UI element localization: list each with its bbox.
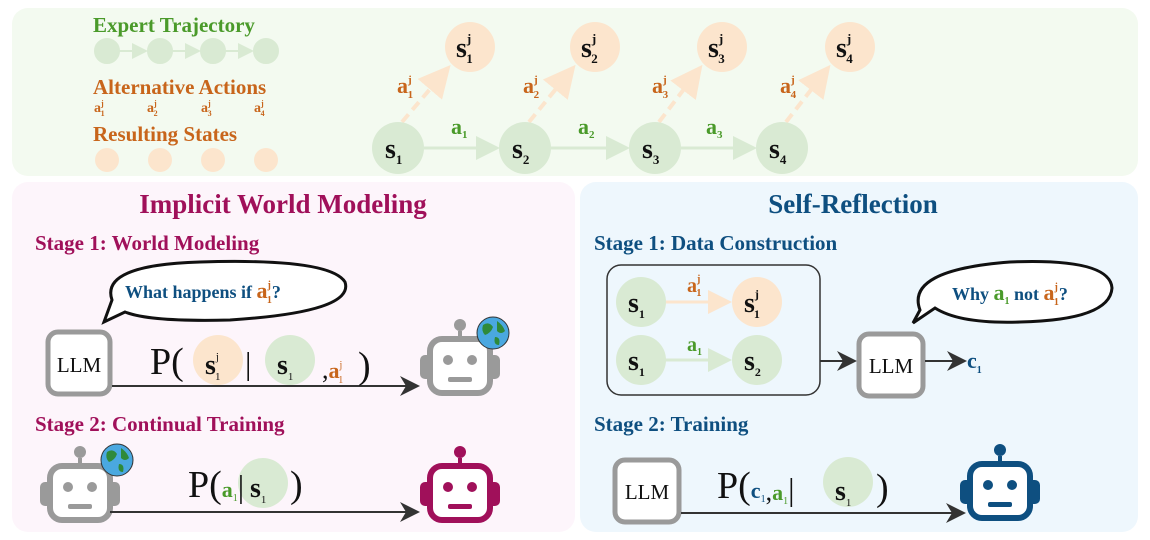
state-s1: s1 bbox=[385, 134, 402, 167]
legend: Expert Trajectory Alternative Actions aj… bbox=[93, 13, 279, 172]
stage1-heading: Stage 1: Data Construction bbox=[594, 231, 838, 255]
svg-text:LLM: LLM bbox=[869, 354, 914, 378]
svg-text:sj1: sj 1 bbox=[744, 287, 760, 321]
robot-icon bbox=[960, 444, 1040, 521]
svg-text:aj1: aj 1 bbox=[687, 274, 701, 299]
panel-title: Implicit World Modeling bbox=[139, 189, 427, 219]
action-a1: a1 bbox=[451, 114, 468, 141]
stage2-heading: Stage 2: Training bbox=[594, 412, 749, 436]
svg-text:LLM: LLM bbox=[625, 480, 670, 504]
svg-text:s1: s1 bbox=[628, 346, 645, 379]
legend-alt-action: aj 4 bbox=[254, 99, 265, 118]
expert-trajectory-chain: s1 s2 s3 s4 sj 1 sj 2 sj 3 sj 4 a1 a2 a3 aj 1… bbox=[372, 22, 875, 174]
alt-state-s4j: sj 4 bbox=[836, 31, 853, 66]
stage1-heading: Stage 1: World Modeling bbox=[35, 231, 260, 255]
svg-text:What happens if aj1?: What happens if aj 1? bbox=[125, 278, 281, 306]
svg-text:a1: a1 bbox=[687, 334, 702, 358]
robot-icon bbox=[420, 319, 500, 396]
speech-bubble-icon: Why a1 not aj 1? bbox=[911, 260, 1114, 325]
robot-icon bbox=[40, 446, 120, 523]
robot-icon bbox=[420, 446, 500, 523]
llm-box: LLM bbox=[45, 329, 113, 397]
legend-expert-trajectory: Expert Trajectory bbox=[93, 13, 255, 37]
data-construction-box: s1 sj 1 s1 s2 aj 1 a1 bbox=[606, 264, 821, 396]
legend-alt-action: aj 3 bbox=[201, 99, 212, 118]
alt-action-a1j: aj 1 bbox=[397, 73, 413, 101]
action-a3: a3 bbox=[706, 114, 723, 141]
globe-icon bbox=[100, 443, 134, 477]
llm-box: LLM bbox=[856, 331, 926, 399]
alt-state-s1j: sj 1 bbox=[456, 31, 473, 66]
critique-c1: c1 bbox=[967, 348, 982, 376]
action-a2: a2 bbox=[578, 114, 595, 141]
world-model-formula: P(sj 1 | s1 ,aj 1) bbox=[150, 341, 371, 387]
svg-text:LLM: LLM bbox=[57, 353, 102, 377]
legend-alt-action: aj 2 bbox=[147, 99, 158, 118]
legend-alternative-actions: Alternative Actions bbox=[93, 75, 266, 99]
alt-action-a3j: aj 3 bbox=[652, 73, 669, 101]
svg-text:Why a1 not aj1?: Why a1 not aj 1? bbox=[952, 280, 1068, 308]
svg-text:s1: s1 bbox=[628, 288, 645, 321]
legend-alt-action: aj 1 bbox=[94, 99, 105, 118]
alt-action-a2j: aj 2 bbox=[523, 73, 540, 101]
stage2-heading: Stage 2: Continual Training bbox=[35, 412, 285, 436]
state-s3: s3 bbox=[642, 134, 660, 167]
alt-action-a4j: aj 4 bbox=[780, 73, 797, 101]
panel-title: Self-Reflection bbox=[768, 189, 937, 219]
legend-resulting-states: Resulting States bbox=[93, 122, 237, 146]
globe-icon bbox=[476, 316, 510, 350]
continual-training-formula: P(a1| s1) bbox=[188, 464, 303, 506]
state-s2: s2 bbox=[512, 134, 529, 167]
alt-state-s2j: sj 2 bbox=[581, 31, 598, 66]
state-s4: s4 bbox=[769, 134, 787, 167]
llm-box: LLM bbox=[612, 457, 682, 525]
alt-state-s3j: sj 3 bbox=[708, 31, 725, 66]
svg-text:s2: s2 bbox=[744, 346, 761, 379]
training-formula: P(c1,a1| s1) bbox=[717, 465, 889, 509]
speech-bubble-icon: What happens if aj 1? bbox=[101, 259, 348, 325]
